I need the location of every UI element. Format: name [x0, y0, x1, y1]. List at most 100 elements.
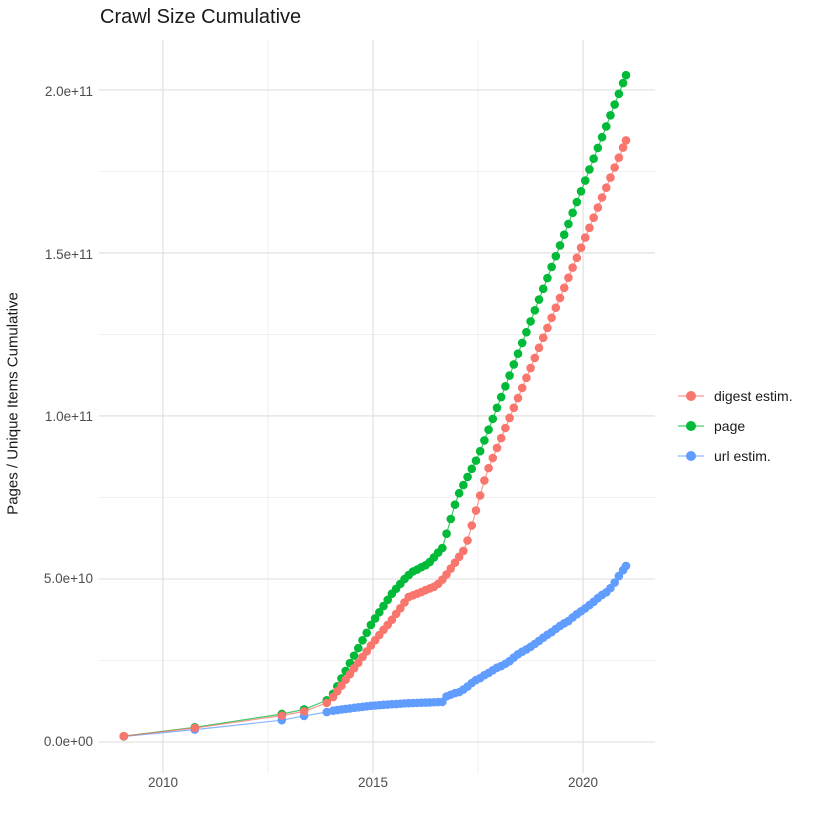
data-point-digest-estim- — [496, 433, 506, 443]
data-point-digest-estim- — [547, 313, 556, 323]
data-point-page — [522, 327, 531, 337]
legend: digest estim. page url estim. — [678, 381, 793, 471]
data-point-page — [513, 349, 523, 358]
data-point-digest-estim- — [601, 183, 611, 193]
data-point-page — [379, 601, 388, 611]
data-point-page — [459, 480, 468, 490]
data-point-digest-estim- — [606, 173, 615, 182]
x-tick-label-2015: 2015 — [357, 775, 389, 790]
data-point-digest-estim- — [564, 273, 573, 283]
data-point-digest-estim- — [589, 213, 598, 223]
data-point-page — [614, 89, 624, 99]
y-tick-label-1: 5.0e+10 — [43, 571, 93, 586]
data-point-page — [597, 132, 607, 142]
data-point-page — [526, 317, 535, 326]
data-point-page — [463, 472, 472, 482]
data-point-page — [538, 284, 548, 294]
legend-key-url-icon — [678, 450, 704, 462]
data-point-digest-estim- — [534, 343, 544, 353]
data-point-page — [471, 456, 481, 465]
data-point-page — [467, 464, 477, 474]
data-point-page — [530, 306, 540, 315]
data-point-page — [576, 186, 586, 196]
data-point-page — [501, 381, 510, 391]
data-point-page — [353, 643, 363, 653]
data-point-digest-estim- — [501, 423, 510, 433]
data-point-page — [484, 425, 493, 434]
x-tick-label-2020: 2020 — [567, 775, 599, 790]
series-line-url-estim- — [123, 565, 627, 738]
data-point-digest-estim- — [517, 383, 527, 393]
data-point-page — [370, 614, 380, 623]
data-point-page — [492, 403, 502, 413]
data-point-digest-estim- — [463, 536, 472, 545]
data-point-page — [547, 262, 556, 272]
data-point-digest-estim- — [509, 403, 519, 413]
y-tick-label-3: 1.5e+11 — [44, 247, 93, 262]
data-point-page — [383, 595, 393, 605]
data-point-digest-estim- — [190, 723, 200, 733]
data-point-digest-estim- — [322, 698, 332, 708]
data-point-page — [358, 635, 367, 645]
data-point-page — [375, 607, 384, 617]
y-tick-label-2: 1.0e+11 — [44, 409, 93, 424]
data-point-page — [438, 543, 447, 553]
data-point-digest-estim- — [513, 393, 523, 403]
data-point-digest-estim- — [597, 193, 607, 202]
legend-label: page — [714, 418, 746, 434]
data-point-page — [568, 208, 577, 218]
data-point-digest-estim- — [475, 491, 485, 500]
data-point-digest-estim- — [576, 243, 586, 253]
data-point-page — [564, 219, 573, 229]
data-point-digest-estim- — [551, 303, 561, 313]
data-point-digest-estim- — [593, 203, 603, 212]
data-point-digest-estim- — [559, 283, 569, 293]
data-point-page — [589, 154, 598, 163]
data-point-page — [446, 514, 456, 524]
data-point-page — [496, 392, 506, 402]
data-point-page — [509, 360, 519, 369]
data-point-digest-estim- — [467, 521, 477, 530]
data-point-page — [593, 143, 603, 153]
legend-dot-icon — [686, 391, 696, 401]
data-point-page — [362, 628, 372, 638]
data-point-page — [505, 371, 514, 380]
data-point-page — [454, 488, 464, 498]
legend-item-url: url estim. — [678, 441, 793, 471]
data-point-digest-estim- — [530, 353, 540, 363]
data-point-digest-estim- — [621, 136, 631, 145]
data-point-digest-estim- — [610, 163, 619, 172]
data-point-page — [488, 414, 498, 424]
y-tick-label-4: 2.0e+11 — [44, 84, 93, 99]
data-point-page — [543, 273, 552, 283]
data-point-page — [475, 446, 485, 456]
x-tick-label-2010: 2010 — [147, 775, 179, 790]
legend-dot-icon — [686, 451, 696, 461]
data-point-digest-estim- — [299, 707, 309, 716]
data-point-page — [366, 620, 376, 630]
data-point-digest-estim- — [618, 143, 628, 152]
data-point-digest-estim- — [555, 293, 565, 303]
data-point-page — [450, 500, 460, 509]
data-point-digest-estim- — [119, 731, 129, 741]
data-point-page — [480, 436, 489, 445]
data-point-digest-estim- — [488, 453, 498, 463]
data-point-page — [606, 111, 615, 120]
data-point-page — [585, 165, 594, 174]
data-point-digest-estim- — [580, 233, 590, 242]
data-point-digest-estim- — [480, 476, 489, 485]
data-point-digest-estim- — [277, 711, 287, 720]
data-point-url-estim- — [621, 561, 631, 571]
data-point-page — [534, 295, 544, 304]
data-point-digest-estim- — [505, 413, 514, 423]
legend-key-page-icon — [678, 420, 704, 432]
data-point-digest-estim- — [543, 323, 552, 333]
data-point-digest-estim- — [484, 463, 493, 473]
legend-item-digest: digest estim. — [678, 381, 793, 411]
data-point-digest-estim- — [538, 333, 548, 342]
legend-label: digest estim. — [714, 388, 793, 404]
data-point-digest-estim- — [585, 223, 594, 233]
data-point-digest-estim- — [459, 546, 468, 556]
data-point-page — [442, 529, 451, 538]
